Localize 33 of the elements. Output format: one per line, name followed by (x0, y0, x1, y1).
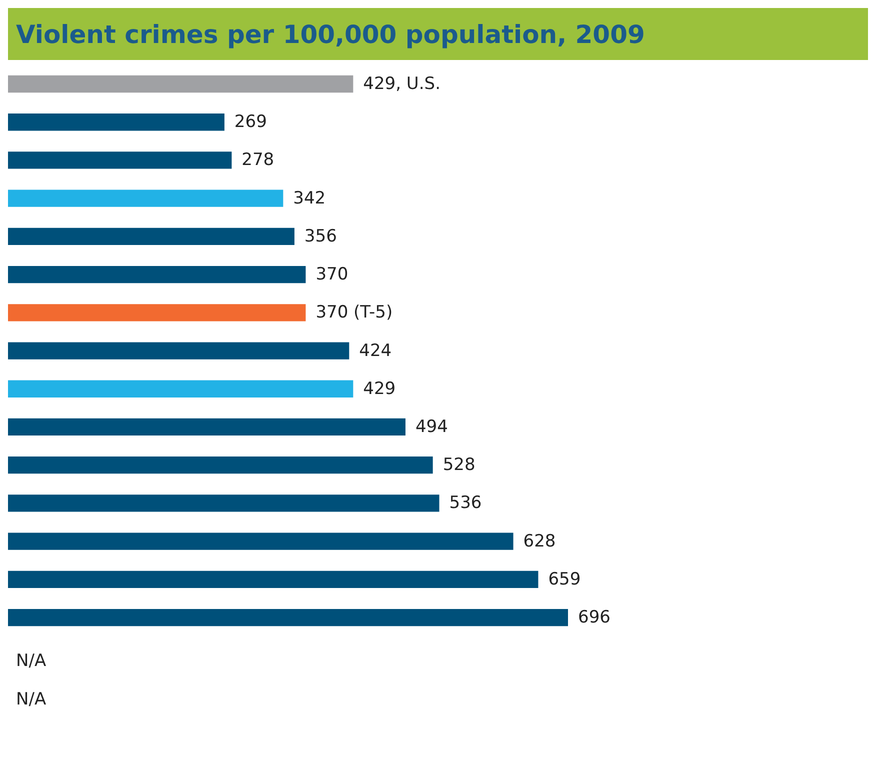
bar (8, 304, 306, 322)
data-label: 659 (548, 569, 581, 590)
data-label: 370 (316, 264, 348, 285)
data-label: 528 (442, 455, 476, 476)
bar (8, 494, 440, 512)
bar (8, 190, 284, 207)
bar (8, 228, 294, 246)
bar (8, 342, 350, 360)
data-label: 342 (293, 188, 326, 208)
bar (8, 608, 568, 626)
bar (8, 114, 224, 131)
text: N/A (16, 689, 46, 710)
data-label: 370 (T-5) (316, 302, 393, 323)
bar (8, 380, 354, 398)
data-label: 356 (304, 226, 337, 246)
data-label: 628 (523, 531, 556, 552)
data-label: 269 (234, 112, 267, 132)
bar (8, 456, 433, 474)
bar (8, 418, 406, 436)
chart-title: Violent crimes per 100,000 population, 2009 (16, 20, 645, 49)
data-label: 424 (359, 340, 392, 361)
bar (8, 152, 232, 169)
data-label: 494 (415, 416, 448, 437)
bar (8, 570, 538, 588)
data-label: 278 (242, 150, 274, 170)
bar (8, 266, 306, 284)
data-label: 536 (449, 493, 482, 514)
bar (8, 532, 514, 550)
data-label: 696 (578, 608, 610, 628)
bar (8, 75, 354, 93)
data-label: 429, U.S. (363, 74, 440, 94)
text: N/A (16, 651, 46, 672)
data-label: 429 (363, 378, 396, 399)
